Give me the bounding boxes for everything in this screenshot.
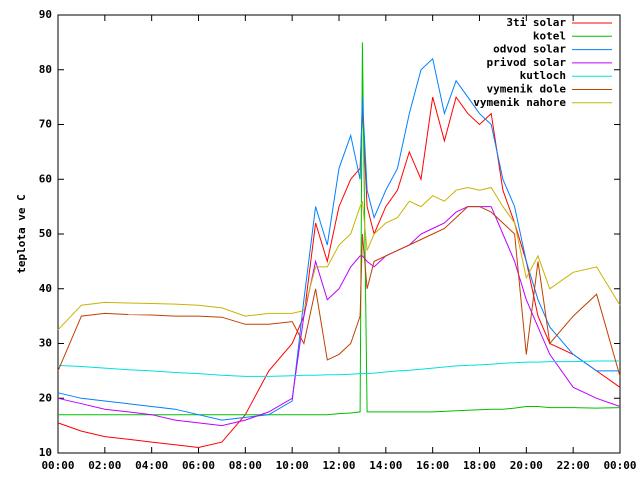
- legend-label: kotel: [533, 29, 566, 42]
- series-line: [57, 206, 621, 427]
- y-tick-label: 40: [39, 282, 52, 295]
- legend-label: vymenik nahore: [473, 96, 566, 109]
- y-tick-label: 70: [39, 118, 52, 131]
- x-tick-label: 00:00: [603, 459, 636, 472]
- y-tick-label: 50: [39, 227, 52, 240]
- x-tick-label: 06:00: [182, 459, 215, 472]
- x-tick-label: 22:00: [557, 459, 590, 472]
- x-tick-label: 02:00: [88, 459, 121, 472]
- series-line: [57, 186, 621, 331]
- y-tick-label: 90: [39, 8, 52, 21]
- x-tick-label: 10:00: [276, 459, 309, 472]
- x-tick-label: 20:00: [510, 459, 543, 472]
- y-tick-label: 10: [39, 446, 52, 459]
- y-tick-label: 20: [39, 391, 52, 404]
- x-tick-label: 18:00: [463, 459, 496, 472]
- legend-label: vymenik dole: [487, 83, 567, 96]
- legend-label: kutloch: [520, 69, 566, 82]
- y-tick-label: 80: [39, 63, 52, 76]
- series-line: [57, 95, 621, 449]
- x-tick-label: 00:00: [41, 459, 74, 472]
- legend-label: odvod solar: [493, 43, 566, 56]
- y-axis-label: teplota ve C: [15, 194, 28, 273]
- x-tick-label: 04:00: [135, 459, 168, 472]
- y-tick-label: 30: [39, 337, 52, 350]
- series-line: [57, 57, 620, 421]
- legend-label: privod solar: [487, 56, 567, 69]
- x-tick-label: 12:00: [322, 459, 355, 472]
- x-tick-label: 14:00: [369, 459, 402, 472]
- x-tick-label: 16:00: [416, 459, 449, 472]
- series-line: [57, 206, 621, 377]
- y-tick-label: 60: [39, 172, 52, 185]
- series-line: [57, 360, 620, 377]
- legend-label: 3ti solar: [506, 16, 566, 29]
- x-tick-label: 08:00: [229, 459, 262, 472]
- series-line: [58, 42, 621, 416]
